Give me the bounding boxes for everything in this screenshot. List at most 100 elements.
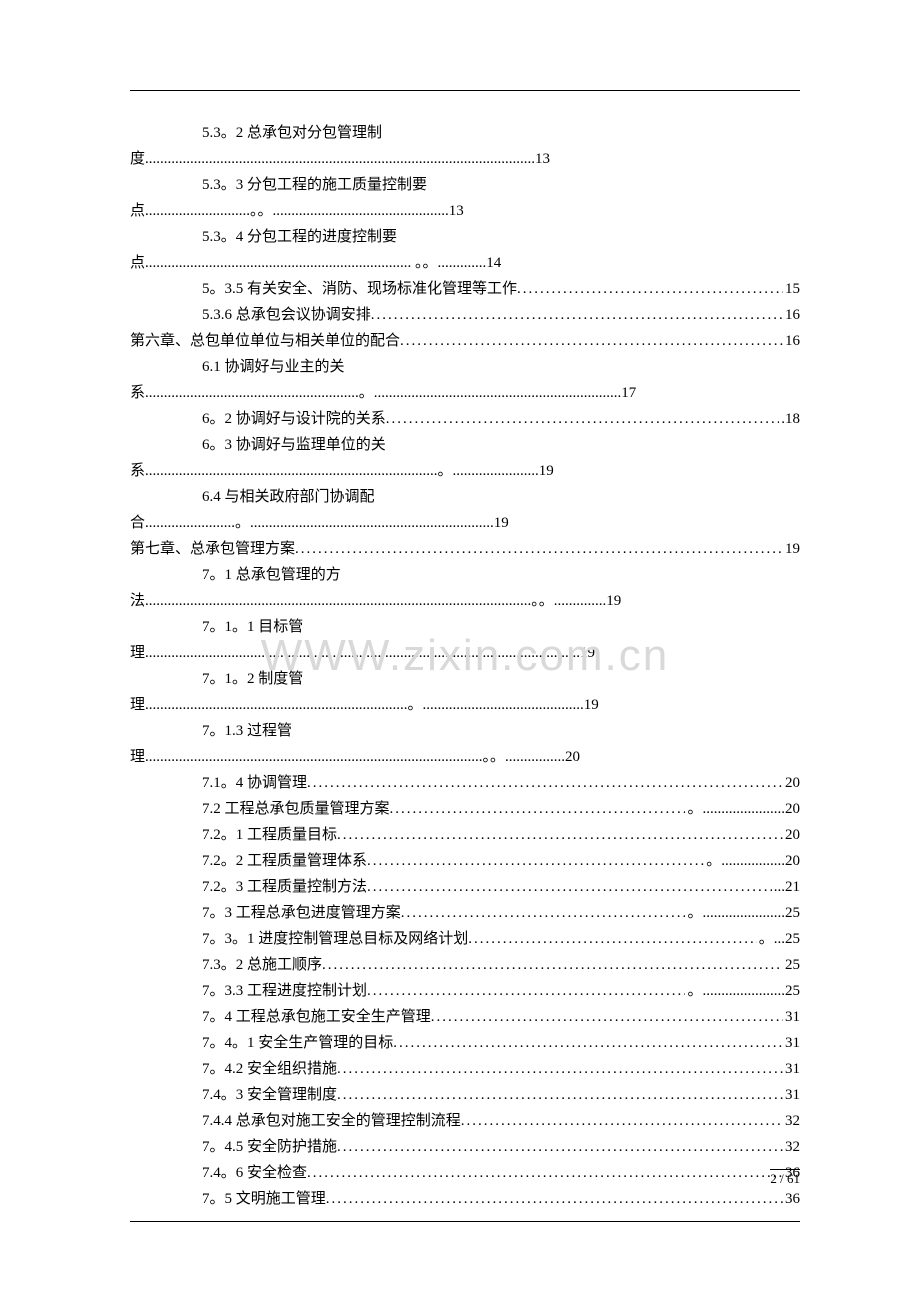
toc-line-leader: 7。4.5 安全防护措施............................…	[130, 1135, 800, 1159]
toc-line-leader: 7.2。2 工程质量管理体系..........................…	[130, 849, 800, 873]
toc-line-leader: 7.2。3 工程质量控制方法..........................…	[130, 875, 800, 899]
toc-line-leader: 7。4 工程总承包施工安全生产管理.......................…	[130, 1005, 800, 1029]
toc-page-number: 20	[783, 771, 800, 795]
toc-page-number: 16	[783, 329, 800, 353]
toc-lines-container: 5.3。2 总承包对分包管理制度........................…	[130, 121, 800, 1211]
toc-leader-dots: ........................................…	[386, 407, 779, 431]
toc-line-text: 7。1 总承包管理的方	[130, 563, 800, 587]
toc-page-number: 。...25	[757, 927, 800, 951]
toc-entry-title: 7。3。1 进度控制管理总目标及网络计划	[202, 927, 468, 951]
toc-line-leader: 7.2 工程总承包质量管理方案.........................…	[130, 797, 800, 821]
toc-line-leader: 第六章、总包单位单位与相关单位的配合......................…	[130, 329, 800, 353]
toc-page-number: .18	[779, 407, 800, 431]
toc-entry-title: 7.2。1 工程质量目标	[202, 823, 337, 847]
toc-line-text: 5.3。2 总承包对分包管理制	[130, 121, 800, 145]
toc-page-number: 31	[783, 1057, 800, 1081]
toc-leader-dots: ........................................…	[468, 927, 756, 951]
page-sep: /	[780, 1171, 784, 1186]
toc-entry-title: 7.2。2 工程质量管理体系	[202, 849, 367, 873]
toc-page-number: 19	[783, 537, 800, 561]
toc-page-number: 31	[783, 1031, 800, 1055]
toc-line-leader: 5。3.5 有关安全、消防、现场标准化管理等工作................…	[130, 277, 800, 301]
toc-page-number: 。......................25	[685, 979, 800, 1003]
toc-line-leader: 7.4。3 安全管理制度............................…	[130, 1083, 800, 1107]
toc-page-number: 。.................20	[704, 849, 800, 873]
toc-leader-dots: ........................................…	[326, 1187, 783, 1211]
toc-line-leader: 7。3 工程总承包进度管理方案.........................…	[130, 901, 800, 925]
toc-line-leader: 第七章、总承包管理方案.............................…	[130, 537, 800, 561]
toc-line-leader: 7。4。1 安全生产管理的目标.........................…	[130, 1031, 800, 1055]
toc-content: WWW.zixin.com.cn 5.3。2 总承包对分包管理制度.......…	[130, 90, 800, 1222]
toc-leader-dots: ........................................…	[390, 797, 686, 821]
toc-line-text: 6.4 与相关政府部门协调配	[130, 485, 800, 509]
toc-entry-title: 5.3.6 总承包会议协调安排	[202, 303, 371, 327]
document-page: WWW.zixin.com.cn 5.3。2 总承包对分包管理制度.......…	[0, 0, 920, 1302]
toc-leader-dots: ........................................…	[337, 823, 783, 847]
toc-page-number: ...21	[772, 875, 800, 899]
page-footer: 2 / 61	[770, 1169, 800, 1187]
toc-line-wrap: 系.......................................…	[130, 381, 800, 405]
toc-page-number: 20	[783, 823, 800, 847]
toc-leader-dots: ........................................…	[401, 901, 686, 925]
toc-line-text: 7。1。2 制度管	[130, 667, 800, 691]
toc-line-wrap: 系.......................................…	[130, 459, 800, 483]
toc-page-number: 31	[783, 1005, 800, 1029]
toc-entry-title: 7。4。1 安全生产管理的目标	[202, 1031, 393, 1055]
toc-line-wrap: 理.......................................…	[130, 641, 800, 665]
toc-leader-dots: ........................................…	[322, 953, 783, 977]
toc-line-leader: 7.2。1 工程质量目标............................…	[130, 823, 800, 847]
toc-page-number: 16	[783, 303, 800, 327]
toc-page-number: 。......................20	[685, 797, 800, 821]
toc-leader-dots: ........................................…	[295, 537, 783, 561]
page-number: 2	[770, 1171, 777, 1186]
toc-entry-title: 7.2。3 工程质量控制方法	[202, 875, 367, 899]
toc-page-number: 25	[783, 953, 800, 977]
toc-line-text: 7。1。1 目标管	[130, 615, 800, 639]
toc-page-number: 。......................25	[685, 901, 800, 925]
toc-leader-dots: ........................................…	[367, 849, 704, 873]
toc-line-wrap: 点............................。。.........…	[130, 199, 800, 223]
toc-leader-dots: ........................................…	[337, 1057, 783, 1081]
toc-line-leader: 7。3.3 工程进度控制计划..........................…	[130, 979, 800, 1003]
toc-entry-title: 7.4。3 安全管理制度	[202, 1083, 337, 1107]
toc-leader-dots: ........................................…	[461, 1109, 783, 1133]
toc-line-wrap: 合........................。..............…	[130, 511, 800, 535]
toc-entry-title: 7。4.2 安全组织措施	[202, 1057, 337, 1081]
toc-leader-dots: ........................................…	[367, 979, 685, 1003]
toc-page-number: 32	[783, 1109, 800, 1133]
toc-line-wrap: 点.......................................…	[130, 251, 800, 275]
toc-line-leader: 7。5 文明施工管理..............................…	[130, 1187, 800, 1211]
toc-leader-dots: ........................................…	[307, 1161, 783, 1185]
toc-line-leader: 7。4.2 安全组织措施............................…	[130, 1057, 800, 1081]
toc-entry-title: 7。3 工程总承包进度管理方案	[202, 901, 401, 925]
toc-entry-title: 7.4.4 总承包对施工安全的管理控制流程	[202, 1109, 461, 1133]
toc-leader-dots: ........................................…	[337, 1135, 783, 1159]
toc-entry-title: 7.1。4 协调管理	[202, 771, 307, 795]
toc-page-number: 15	[783, 277, 800, 301]
toc-leader-dots: ........................................…	[307, 771, 783, 795]
toc-leader-dots: ........................................…	[371, 303, 783, 327]
toc-line-text: 6.1 协调好与业主的关	[130, 355, 800, 379]
toc-entry-title: 7。3.3 工程进度控制计划	[202, 979, 367, 1003]
toc-page-number: 31	[783, 1083, 800, 1107]
toc-line-leader: 5.3.6 总承包会议协调安排.........................…	[130, 303, 800, 327]
toc-entry-title: 5。3.5 有关安全、消防、现场标准化管理等工作	[202, 277, 517, 301]
toc-line-leader: 7.1。4 协调管理..............................…	[130, 771, 800, 795]
toc-line-wrap: 理.......................................…	[130, 745, 800, 769]
toc-leader-dots: ........................................…	[517, 277, 783, 301]
toc-line-text: 7。1.3 过程管	[130, 719, 800, 743]
toc-line-wrap: 法.......................................…	[130, 589, 800, 613]
toc-entry-title: 6。2 协调好与设计院的关系	[202, 407, 386, 431]
toc-line-wrap: 度.......................................…	[130, 147, 800, 171]
toc-entry-title: 7.3。2 总施工顺序	[202, 953, 322, 977]
toc-leader-dots: ........................................…	[393, 1031, 783, 1055]
toc-entry-title: 7。5 文明施工管理	[202, 1187, 326, 1211]
toc-line-leader: 7.4。6 安全检查..............................…	[130, 1161, 800, 1185]
toc-line-leader: 7.4.4 总承包对施工安全的管理控制流程...................…	[130, 1109, 800, 1133]
toc-page-number: 36	[783, 1187, 800, 1211]
toc-line-leader: 6。2 协调好与设计院的关系..........................…	[130, 407, 800, 431]
toc-leader-dots: ........................................…	[337, 1083, 783, 1107]
toc-leader-dots: ........................................…	[431, 1005, 783, 1029]
toc-leader-dots: ........................................…	[367, 875, 772, 899]
toc-leader-dots: ........................................…	[400, 329, 783, 353]
